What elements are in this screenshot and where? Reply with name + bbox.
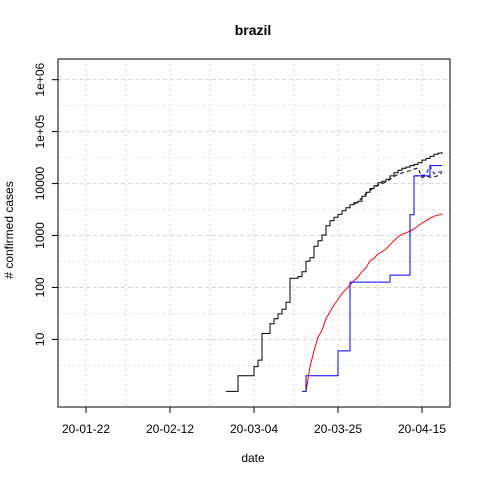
x-tick-label: 20-03-04 <box>230 422 278 436</box>
chart-title: brazil <box>235 22 272 38</box>
series-line-1 <box>226 151 443 392</box>
x-tick-label: 20-04-15 <box>398 422 446 436</box>
series-line-4 <box>302 165 442 392</box>
series-line-5 <box>413 164 443 177</box>
x-axis-label: date <box>241 451 265 465</box>
x-tick-label: 20-02-12 <box>146 422 194 436</box>
series-group <box>226 151 443 392</box>
y-tick-label: 10 <box>33 332 47 346</box>
y-tick-label: 10000 <box>33 167 47 201</box>
x-tick-label: 20-03-25 <box>314 422 362 436</box>
y-tick-label: 100 <box>33 277 47 297</box>
grid <box>58 59 450 407</box>
y-axis-label: # confirmed cases <box>2 181 16 278</box>
x-tick-label: 20-01-22 <box>62 422 110 436</box>
axes: 20-01-22 20-02-12 20-03-04 20-03-25 20-04-15… <box>33 58 451 436</box>
series-line-3 <box>305 213 443 392</box>
y-tick-label: 1000 <box>33 222 47 249</box>
y-tick-label: 1e+05 <box>33 114 47 148</box>
y-tick-label: 1e+06 <box>33 62 47 96</box>
